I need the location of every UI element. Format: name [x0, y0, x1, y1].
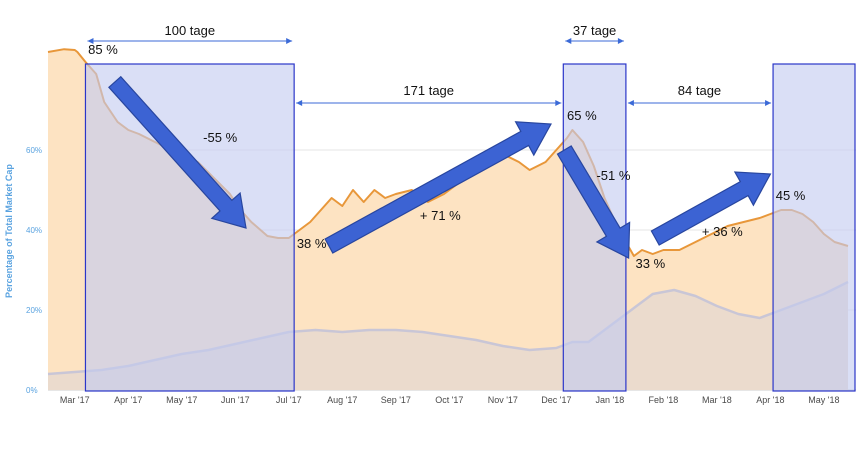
trend-arrow: [324, 121, 552, 254]
period-span-head-left: [565, 38, 572, 44]
period-span-label: 100 tage: [164, 23, 215, 38]
trend-arrow: [108, 75, 247, 229]
x-tick-label: May '17: [166, 395, 197, 405]
trend-arrow: [650, 171, 772, 246]
x-tick-label: Jul '17: [276, 395, 302, 405]
gap-span-label: 171 tage: [403, 83, 454, 98]
x-tick-label: Apr '17: [114, 395, 142, 405]
annotation-label: 38 %: [297, 236, 327, 251]
x-tick-label: Dec '17: [541, 395, 571, 405]
chart-labels: 0% 20% 40% 60% Mar '17 Apr '17 May '17 Jun '17 J…: [26, 23, 840, 405]
x-tick-label: Sep '17: [381, 395, 411, 405]
x-tick-label: Mar '18: [702, 395, 732, 405]
annotation-label: + 71 %: [420, 208, 461, 223]
annotation-label: 65 %: [567, 108, 597, 123]
x-tick-label: Apr '18: [756, 395, 784, 405]
y-tick-label: 40%: [26, 226, 42, 235]
annotation-label: -55 %: [203, 130, 237, 145]
gap-span-head-left: [627, 100, 634, 106]
y-tick-label: 60%: [26, 146, 42, 155]
period-span-label: 37 tage: [573, 23, 616, 38]
gap-span-head-right: [555, 100, 562, 106]
y-tick-label: 20%: [26, 306, 42, 315]
period-span-head-right: [617, 38, 624, 44]
annotation-label: -51 %: [596, 168, 630, 183]
gap-span-label: 84 tage: [678, 83, 721, 98]
annotation-label: + 36 %: [702, 224, 743, 239]
x-tick-label: Jun '17: [221, 395, 250, 405]
x-tick-label: Feb '18: [648, 395, 678, 405]
x-tick-label: Nov '17: [488, 395, 518, 405]
x-tick-label: Mar '17: [60, 395, 90, 405]
period-span-head-right: [286, 38, 293, 44]
shaded-period: [772, 63, 856, 392]
shaded-periods: [84, 63, 856, 392]
gap-span-head-right: [765, 100, 772, 106]
gap-span-head-left: [296, 100, 303, 106]
x-tick-label: Jan '18: [595, 395, 624, 405]
x-tick-label: Aug '17: [327, 395, 357, 405]
trend-arrows: [108, 75, 772, 259]
trend-arrow: [556, 145, 631, 259]
period-span-head-left: [87, 38, 94, 44]
annotation-label: 85 %: [88, 42, 118, 57]
span-markers: [87, 38, 772, 106]
annotation-label: 33 %: [636, 256, 666, 271]
y-axis-label: Percentage of Total Market Cap: [4, 164, 14, 298]
x-tick-label: Oct '17: [435, 395, 463, 405]
x-tick-label: May '18: [808, 395, 839, 405]
shaded-period: [84, 63, 295, 392]
annotation-label: 45 %: [776, 188, 806, 203]
y-tick-label: 0%: [26, 386, 38, 395]
